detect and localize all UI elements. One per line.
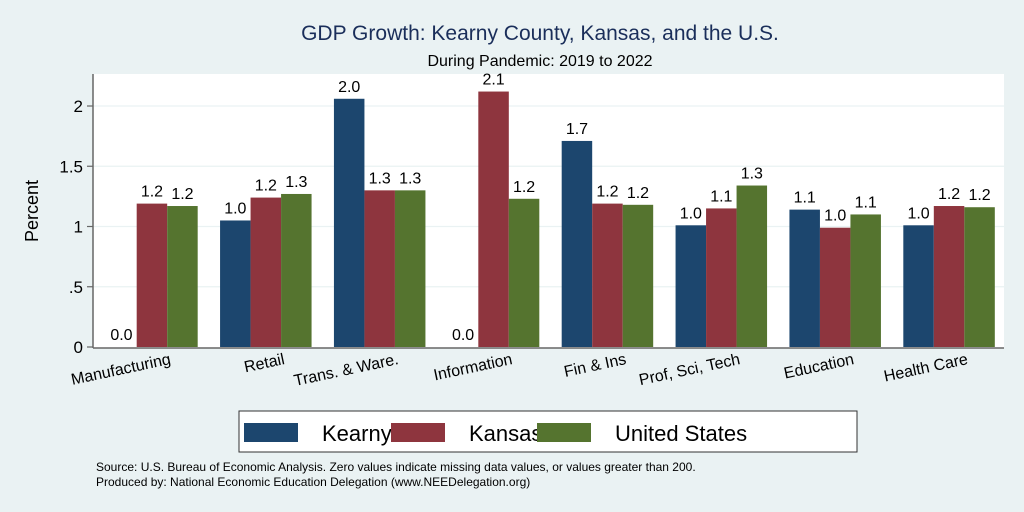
bar-value-label: 2.0 [338, 79, 360, 96]
bar-kansas [933, 206, 965, 347]
y-axis: 0 .5 1 1.5 2 [59, 74, 94, 357]
bar-value-label: 0.0 [110, 327, 132, 344]
bar-united-states [850, 214, 881, 347]
bar-united-states [622, 204, 654, 347]
source-note: Produced by: National Economic Education… [96, 475, 530, 489]
legend-label: United States [615, 421, 747, 446]
y-tick-label: .5 [69, 278, 83, 297]
category-label: Fin & Ins [563, 351, 628, 381]
bar-kansas [706, 208, 737, 347]
bar-value-label: 1.7 [566, 121, 588, 138]
chart-title: GDP Growth: Kearny County, Kansas, and t… [301, 22, 779, 45]
bar-value-label: 1.2 [255, 178, 277, 195]
bar-value-label: 1.2 [171, 186, 193, 203]
bar-value-label: 1.1 [794, 190, 816, 207]
bar-kansas [478, 91, 509, 347]
bar-kearny [675, 225, 707, 347]
legend-swatch-kansas [391, 423, 445, 442]
bar-kansas [592, 203, 623, 347]
bar-kearny [561, 140, 593, 347]
category-label: Health Care [882, 351, 969, 385]
y-tick-label: 2 [74, 97, 83, 116]
y-tick-label: 1.5 [59, 157, 83, 176]
bar-value-label: 1.2 [968, 187, 990, 204]
y-tick-label: 0 [74, 338, 83, 357]
y-axis-label: Percent [22, 180, 42, 242]
bar-value-label: 1.3 [285, 174, 307, 191]
x-axis: Manufacturing Retail Trans. & Ware. Informa… [70, 347, 1004, 390]
category-label: Trans. & Ware. [292, 351, 400, 390]
y-tick-label: 1 [74, 218, 83, 237]
bar-kansas [250, 197, 282, 347]
source-note: Source: U.S. Bureau of Economic Analysis… [96, 460, 696, 474]
bar-united-states [508, 198, 540, 347]
bar-value-label: 0.0 [452, 327, 474, 344]
bar-united-states [281, 193, 312, 347]
bar-value-label: 1.0 [224, 200, 246, 217]
legend: Kearny Kansas United States [238, 410, 858, 453]
bar-kearny [220, 220, 251, 347]
bar-value-label: 1.0 [824, 208, 846, 225]
bar-value-label: 1.3 [741, 166, 763, 183]
bar-value-label: 1.0 [907, 205, 929, 222]
bar-value-label: 1.2 [513, 179, 535, 196]
chart-subtitle: During Pandemic: 2019 to 2022 [427, 53, 652, 70]
bar-kansas [819, 227, 851, 347]
category-label: Information [432, 351, 514, 384]
source-notes: Source: U.S. Bureau of Economic Analysis… [96, 460, 696, 489]
bar-kearny [903, 225, 934, 347]
legend-swatch-kearny [244, 423, 298, 442]
bar-value-label: 2.1 [482, 72, 504, 89]
category-label: Retail [243, 351, 287, 376]
category-label: Prof, Sci, Tech [638, 351, 742, 389]
bar-united-states [736, 185, 768, 347]
category-label: Manufacturing [70, 351, 173, 389]
bars: 0.0 1.2 1.2 1.0 1.2 1.3 2.0 1.3 1.3 0.0 2.1 1.2 1.7 1… [110, 72, 995, 348]
bar-value-label: 1.2 [596, 184, 618, 201]
category-label: Education [782, 351, 855, 382]
bar-united-states [167, 206, 198, 347]
bar-value-label: 1.2 [938, 186, 960, 203]
bar-value-label: 1.1 [855, 194, 877, 211]
bar-kearny [789, 209, 820, 347]
bar-kansas [364, 190, 395, 347]
legend-swatch-united-states [537, 423, 591, 442]
bar-value-label: 1.2 [627, 185, 649, 202]
bar-value-label: 1.3 [369, 170, 391, 187]
bar-value-label: 1.2 [141, 184, 163, 201]
legend-label: Kearny [322, 421, 392, 446]
legend-label: Kansas [469, 421, 542, 446]
bar-kearny [333, 98, 365, 348]
bar-kansas [136, 203, 168, 347]
bar-united-states [964, 207, 995, 347]
bar-value-label: 1.0 [680, 205, 702, 222]
bar-united-states [394, 190, 426, 347]
bar-value-label: 1.1 [710, 188, 732, 205]
bar-value-label: 1.3 [399, 170, 421, 187]
